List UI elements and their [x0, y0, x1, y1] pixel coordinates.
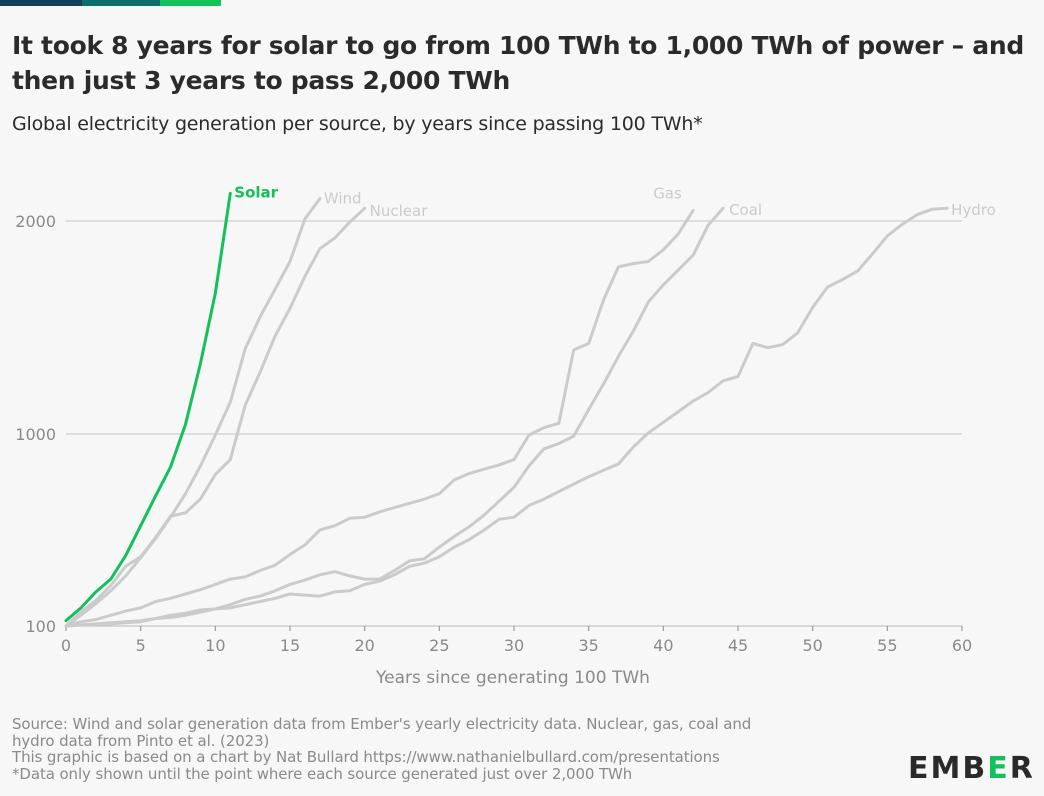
- y-tick-label-100: 100: [25, 617, 56, 636]
- series-line-hydro: [64, 206, 949, 628]
- logo-accent-letter: E: [987, 751, 1010, 786]
- x-tick-label-20: 20: [354, 636, 374, 655]
- brand-bar-segment-navy: [0, 0, 82, 6]
- x-tick-label-25: 25: [429, 636, 449, 655]
- logo-text-part: EMB: [908, 751, 988, 786]
- y-tick-label-1000: 1000: [15, 425, 56, 444]
- x-tick-label-15: 15: [280, 636, 300, 655]
- chart-title: It took 8 years for solar to go from 100…: [12, 31, 1024, 95]
- series-label-nuclear: Nuclear: [370, 202, 429, 220]
- series-label-coal: Coal: [729, 201, 762, 219]
- x-axis-title: Years since generating 100 TWh: [375, 668, 650, 688]
- y-axis-tick-labels: 100 1000 2000: [15, 212, 56, 636]
- x-tick-label-5: 5: [136, 636, 146, 655]
- x-axis: 0 5 10 15 20 25 30 35 40 45 50 55 60: [61, 625, 972, 655]
- gridlines: [66, 220, 962, 435]
- series-label-solar: Solar: [234, 183, 278, 201]
- series-line-solar: [64, 191, 232, 623]
- series-line-coal: [64, 206, 725, 628]
- ember-logo: EMBER: [908, 752, 1035, 786]
- x-tick-label-45: 45: [728, 636, 748, 655]
- logo-text-part: R: [1009, 751, 1035, 786]
- series-label-gas: Gas: [653, 184, 682, 202]
- line-chart: 100 1000 2000 0 5 10 15 20 25 30 35 40 45 50 55 60 Win…: [15, 183, 996, 688]
- footer-source-line: hydro data from Pinto et al. (2023): [12, 731, 270, 750]
- footer-source-line: Source: Wind and solar generation data f…: [12, 715, 752, 733]
- chart-subtitle: Global electricity generation per source…: [12, 113, 703, 135]
- x-tick-label-0: 0: [61, 636, 71, 655]
- series-line-wind: [64, 197, 322, 628]
- brand-color-bar: [0, 0, 221, 6]
- x-tick-label-10: 10: [205, 636, 225, 655]
- brand-bar-segment-green: [160, 0, 221, 6]
- x-tick-label-30: 30: [504, 636, 524, 655]
- series-line-nuclear: [64, 206, 367, 628]
- series-lines: [64, 191, 949, 628]
- series-line-gas: [64, 208, 695, 628]
- x-tick-label-35: 35: [578, 636, 598, 655]
- footer-note-line: *Data only shown until the point where e…: [12, 764, 633, 783]
- footer-credit-line: This graphic is based on a chart by Nat …: [12, 748, 720, 766]
- brand-bar-segment-teal: [82, 0, 160, 6]
- series-label-hydro: Hydro: [951, 201, 996, 219]
- x-tick-label-55: 55: [877, 636, 897, 655]
- x-tick-label-60: 60: [952, 636, 972, 655]
- y-tick-label-2000: 2000: [15, 212, 56, 231]
- x-tick-label-50: 50: [802, 636, 822, 655]
- series-label-wind: Wind: [324, 190, 362, 208]
- series-labels: Wind Nuclear Gas Coal Hydro Solar: [234, 183, 996, 220]
- x-tick-label-40: 40: [653, 636, 673, 655]
- chart-footer: Source: Wind and solar generation data f…: [12, 716, 751, 782]
